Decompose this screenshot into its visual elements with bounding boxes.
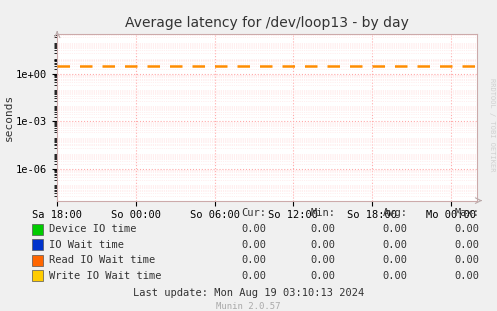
Text: 0.00: 0.00 bbox=[311, 240, 335, 250]
Text: Avg:: Avg: bbox=[383, 208, 408, 218]
Text: 0.00: 0.00 bbox=[311, 255, 335, 265]
Text: RRDTOOL / TOBI OETIKER: RRDTOOL / TOBI OETIKER bbox=[489, 78, 495, 171]
Text: 0.00: 0.00 bbox=[383, 240, 408, 250]
Text: 0.00: 0.00 bbox=[383, 255, 408, 265]
Text: Cur:: Cur: bbox=[241, 208, 266, 218]
Text: 0.00: 0.00 bbox=[383, 224, 408, 234]
Text: 0.00: 0.00 bbox=[455, 224, 480, 234]
Text: 0.00: 0.00 bbox=[311, 224, 335, 234]
Text: Write IO Wait time: Write IO Wait time bbox=[49, 271, 162, 281]
Text: IO Wait time: IO Wait time bbox=[49, 240, 124, 250]
Text: Max:: Max: bbox=[455, 208, 480, 218]
Text: Read IO Wait time: Read IO Wait time bbox=[49, 255, 156, 265]
Y-axis label: seconds: seconds bbox=[3, 94, 13, 141]
Title: Average latency for /dev/loop13 - by day: Average latency for /dev/loop13 - by day bbox=[125, 16, 409, 30]
Text: Device IO time: Device IO time bbox=[49, 224, 137, 234]
Text: 0.00: 0.00 bbox=[241, 224, 266, 234]
Text: 0.00: 0.00 bbox=[241, 240, 266, 250]
Text: 0.00: 0.00 bbox=[241, 255, 266, 265]
Text: 0.00: 0.00 bbox=[455, 271, 480, 281]
Text: 0.00: 0.00 bbox=[241, 271, 266, 281]
Text: 0.00: 0.00 bbox=[311, 271, 335, 281]
Text: 0.00: 0.00 bbox=[455, 255, 480, 265]
Text: Last update: Mon Aug 19 03:10:13 2024: Last update: Mon Aug 19 03:10:13 2024 bbox=[133, 288, 364, 298]
Text: Min:: Min: bbox=[311, 208, 335, 218]
Text: 0.00: 0.00 bbox=[383, 271, 408, 281]
Text: 0.00: 0.00 bbox=[455, 240, 480, 250]
Text: Munin 2.0.57: Munin 2.0.57 bbox=[216, 301, 281, 310]
